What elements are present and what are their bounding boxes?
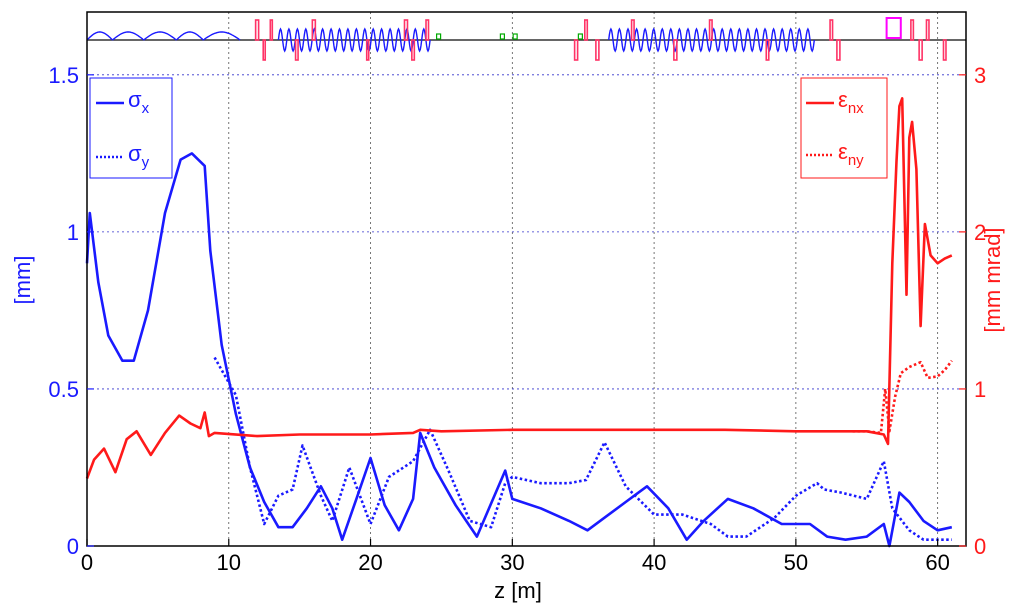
right-tick-label-0: 0 (974, 534, 986, 559)
magnet-14 (708, 19, 713, 41)
left-tick-label-1: 0.5 (48, 377, 79, 402)
solenoid-3 (175, 31, 204, 41)
right-axis-ticks: 0 1 2 3 (959, 63, 986, 559)
data-series (85, 97, 953, 548)
magnet-15 (765, 39, 770, 61)
sigma-y-line (213, 356, 952, 542)
solenoid-2 (143, 31, 177, 41)
right-tick-label-1: 1 (974, 377, 986, 402)
x-axis-ticks: 0 10 20 30 40 50 60 (81, 539, 950, 575)
x-axis-label: z [m] (494, 578, 542, 603)
x-tick-label-5: 50 (784, 550, 808, 575)
plot-frame (86, 11, 967, 547)
magnet-10 (583, 19, 589, 41)
magnet-4 (311, 19, 317, 41)
magnet-11 (595, 39, 600, 61)
sigma-x-line (85, 152, 953, 548)
left-axis-ticks: 0 0.5 1 1.5 (48, 63, 94, 559)
legend-sigma-y-label: σy (128, 141, 150, 171)
x-tick-label-4: 40 (642, 550, 666, 575)
magnet-7 (411, 39, 416, 61)
magnet-13 (673, 39, 678, 61)
quad-marker-2 (512, 33, 518, 40)
right-tick-label-3: 3 (974, 63, 986, 88)
right-tick-label-2: 2 (974, 220, 986, 245)
legend-left: σx σy (89, 77, 173, 179)
magnet-17 (836, 39, 841, 61)
left-tick-label-0: 0 (67, 534, 79, 559)
beamline-lattice (86, 17, 966, 61)
magnet-2 (269, 19, 274, 41)
quad-marker-3 (577, 33, 583, 40)
magnet-0 (254, 19, 260, 41)
eps-ny-line (852, 359, 953, 435)
magnet-3 (294, 39, 299, 61)
left-tick-label-3: 1.5 (48, 63, 79, 88)
rf-cavity (885, 17, 902, 39)
quad-marker-0 (436, 33, 442, 40)
magnet-18 (910, 19, 915, 41)
legend-sigma-x-label: σx (128, 87, 150, 117)
left-axis-label: [mm] (10, 256, 35, 305)
quad-marker-1 (499, 33, 505, 40)
magnet-5 (365, 39, 370, 61)
eps-nx-line (85, 97, 953, 479)
magnet-1 (262, 39, 267, 61)
legend-eps-nx-label: εnx (838, 87, 864, 117)
legend-right-box (800, 77, 888, 179)
legend-eps-ny-label: εny (838, 139, 864, 169)
solenoid-4 (202, 31, 241, 41)
solenoid-0 (86, 31, 113, 41)
solenoid-1 (112, 31, 145, 41)
legend-left-box (89, 77, 173, 179)
legend-right: εnx εny (800, 77, 888, 179)
magnet-9 (573, 39, 579, 61)
magnet-12 (630, 19, 635, 41)
magnet-21 (942, 39, 947, 61)
magnet-19 (918, 39, 923, 61)
right-axis-label: [mm mrad] (980, 227, 1005, 332)
magnet-16 (829, 19, 834, 41)
x-tick-label-2: 20 (358, 550, 382, 575)
magnet-20 (925, 19, 930, 41)
x-tick-label-3: 30 (500, 550, 524, 575)
x-tick-label-1: 10 (217, 550, 241, 575)
x-tick-label-6: 60 (925, 550, 949, 575)
magnet-8 (425, 19, 430, 41)
left-tick-label-2: 1 (67, 220, 79, 245)
x-tick-label-0: 0 (81, 550, 93, 575)
magnet-6 (403, 19, 409, 41)
